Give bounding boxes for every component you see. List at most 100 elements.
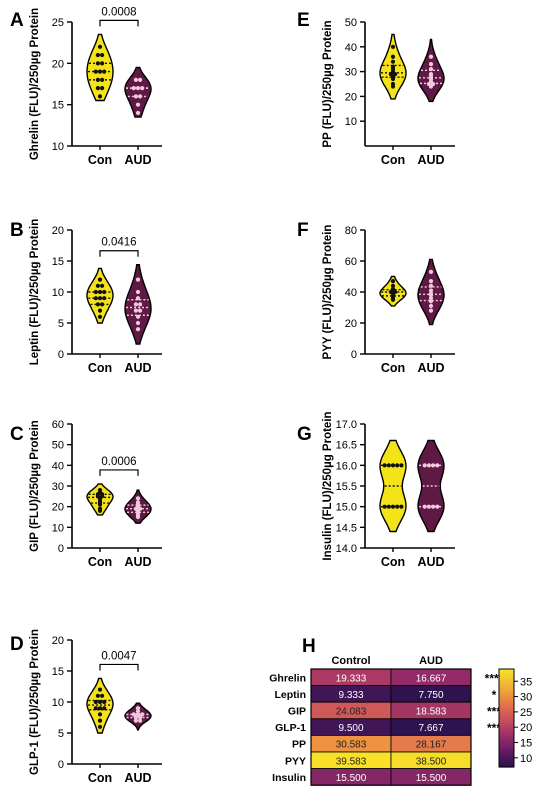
heatmap-cell-value: 9.333	[338, 690, 363, 701]
data-point	[135, 314, 141, 319]
heatmap-cell-value: 16.667	[416, 673, 447, 684]
data-point	[135, 706, 141, 711]
data-point	[95, 52, 100, 58]
panel-label-f: F	[297, 220, 309, 241]
data-point	[93, 699, 98, 705]
colorbar-segment	[499, 708, 514, 712]
violin-con	[86, 267, 114, 324]
data-point	[395, 504, 400, 509]
y-axis-title: Ghrelin (FLU)/250µg Protein	[29, 8, 41, 160]
colorbar-segment	[499, 713, 514, 717]
data-point	[135, 296, 141, 301]
data-point	[93, 289, 98, 295]
colorbar-segment	[499, 710, 514, 714]
data-point	[95, 283, 100, 288]
colorbar-segment	[499, 764, 514, 768]
data-point	[426, 504, 431, 509]
data-point	[422, 504, 427, 509]
colorbar-segment	[499, 718, 514, 722]
data-point	[135, 102, 141, 107]
x-tick-label-aud: AUD	[417, 555, 444, 569]
panel-label-h: H	[302, 636, 316, 657]
colorbar-segment	[499, 669, 514, 673]
data-point	[133, 94, 138, 99]
colorbar-tick-label: 20	[520, 722, 532, 734]
violin-aud	[124, 264, 152, 345]
y-tick-label: 5	[58, 728, 64, 740]
colorbar-tick-label: 25	[520, 707, 532, 719]
violin-aud	[124, 702, 152, 731]
colorbar-segment	[499, 759, 514, 763]
heatmap-cell-value: 18.583	[416, 707, 447, 718]
y-tick-label: 15	[52, 256, 64, 268]
panel-label-b: B	[10, 220, 24, 241]
violin-con	[86, 677, 114, 734]
colorbar-segment	[499, 732, 514, 736]
data-point	[97, 308, 103, 313]
data-point	[395, 463, 400, 468]
data-point	[100, 77, 105, 82]
heatmap-row-label: Leptin	[275, 689, 307, 701]
data-point	[140, 712, 145, 717]
colorbar-segment	[499, 678, 514, 682]
y-tick-label: 20	[52, 58, 64, 70]
heatmap-cell-value: 38.500	[416, 756, 447, 767]
data-point	[390, 504, 396, 509]
violin-con	[86, 33, 114, 102]
x-tick-label-con: Con	[381, 361, 405, 375]
colorbar-segment	[499, 693, 514, 697]
y-tick-label: 17.0	[336, 419, 357, 431]
data-point	[133, 718, 138, 723]
heatmap-column-aud: AUD	[419, 655, 443, 667]
data-point	[390, 76, 396, 82]
data-point	[135, 709, 141, 714]
x-tick-label-con: Con	[88, 771, 112, 785]
data-point	[138, 718, 143, 723]
colorbar-border	[498, 668, 515, 768]
data-point	[138, 308, 143, 313]
y-tick-label: 60	[52, 419, 64, 431]
colorbar-segment	[499, 720, 514, 724]
y-axis-title: Insulin (FLU)/250µg Protein	[322, 411, 334, 560]
y-tick-label: 5	[58, 318, 64, 330]
heatmap-cell-value: 15.500	[336, 773, 367, 784]
data-point	[428, 293, 434, 298]
panel-label-d: D	[10, 634, 24, 655]
x-tick-label-aud: AUD	[417, 361, 444, 375]
data-point	[138, 77, 143, 82]
colorbar-segment	[499, 754, 514, 758]
significance-bracket	[99, 19, 139, 27]
data-point	[428, 67, 434, 72]
data-point	[102, 699, 107, 705]
data-point	[100, 86, 105, 91]
data-point	[135, 277, 141, 282]
data-point	[100, 61, 105, 66]
data-point	[135, 514, 141, 520]
colorbar-segment	[499, 683, 514, 687]
data-point	[428, 299, 434, 304]
x-tick-label-con: Con	[88, 361, 112, 375]
p-value-label: 0.0416	[101, 237, 136, 249]
y-tick-label: 40	[345, 42, 357, 54]
y-tick-label: 10	[52, 287, 64, 299]
data-point	[390, 297, 396, 302]
significance-bracket	[99, 469, 139, 476]
data-point	[102, 296, 107, 301]
colorbar-segment	[499, 752, 514, 756]
y-axis-title: PYY (FLU)/250µg Protein	[322, 225, 334, 360]
y-tick-label: 20	[345, 91, 357, 103]
data-point	[131, 86, 136, 91]
heatmap-cell-value: 19.333	[336, 673, 367, 684]
data-point	[135, 496, 141, 501]
y-tick-label: 50	[345, 17, 357, 29]
data-point	[390, 283, 396, 288]
data-point	[102, 69, 107, 74]
colorbar-segment	[499, 735, 514, 739]
data-point	[97, 706, 103, 711]
data-point	[97, 712, 103, 717]
colorbar-tick-label: 10	[520, 753, 532, 765]
y-tick-label: 14.0	[336, 543, 357, 555]
p-value-label: 0.0006	[101, 456, 136, 468]
panel-c: 0 10 20 30 40 50 60 GIP (FLU)/250µg Protein Con A…	[29, 419, 162, 569]
